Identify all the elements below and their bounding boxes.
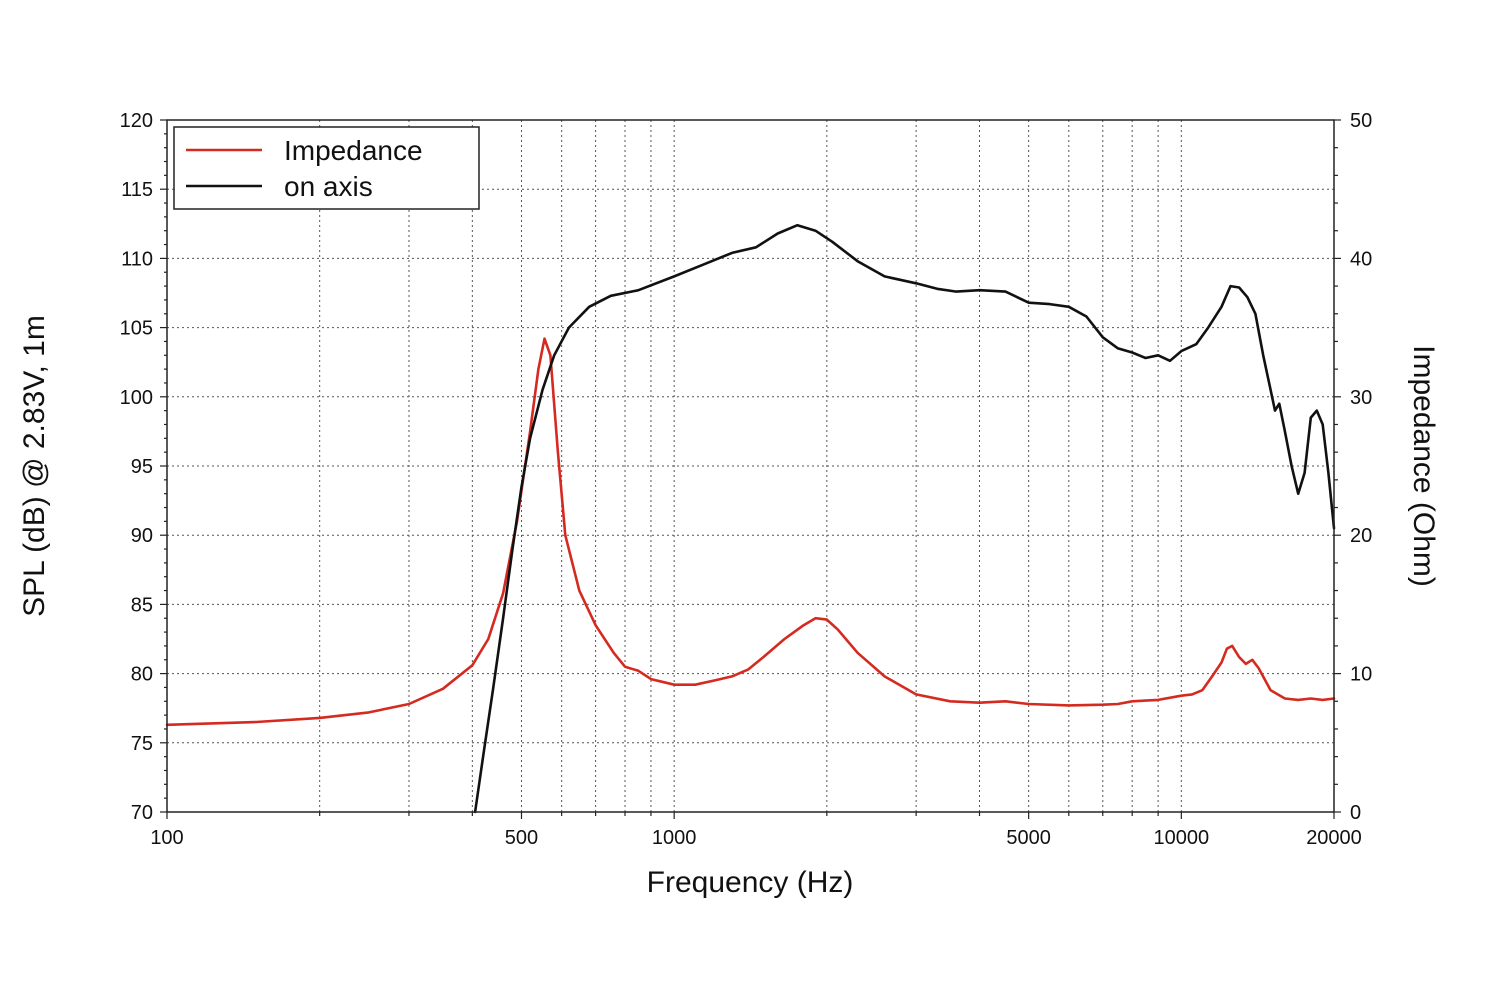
y-axis-left-title: SPL (dB) @ 2.83V, 1m <box>18 315 51 617</box>
y-left-tick-label: 75 <box>131 733 153 755</box>
y-left-tick-label: 95 <box>131 456 153 478</box>
y-right-tick-label: 30 <box>1350 387 1372 409</box>
y-left-tick-label: 90 <box>131 525 153 547</box>
y-left-tick-label: 115 <box>121 179 153 201</box>
y-left-tick-label: 80 <box>131 664 153 686</box>
y-right-tick-label: 20 <box>1350 525 1372 547</box>
x-tick-label: 1000 <box>652 827 697 849</box>
series-layer <box>165 223 1336 814</box>
legend-box <box>173 126 480 210</box>
x-tick-label: 20000 <box>1306 827 1362 849</box>
y-left-tick-label: 120 <box>120 110 153 132</box>
y-left-tick-label: 105 <box>120 318 153 340</box>
y-left-tick-label: 70 <box>131 802 153 824</box>
x-tick-label: 100 <box>150 827 183 849</box>
legend: Impedance on axis <box>173 126 480 210</box>
grid <box>167 120 1334 812</box>
y-right-tick-label: 50 <box>1350 110 1372 132</box>
y-left-tick-label: 100 <box>120 387 153 409</box>
legend-label-impedance: Impedance <box>284 135 423 166</box>
ticks <box>160 119 1341 819</box>
legend-label-on-axis: on axis <box>284 171 373 202</box>
series-line-impedance <box>165 337 1336 727</box>
tick-labels: 100 500 1000 5000 10000 200007075808590951001… <box>120 110 1373 849</box>
x-axis-title: Frequency (Hz) <box>647 866 854 899</box>
series-line-on-axis <box>473 223 1336 814</box>
x-tick-label: 500 <box>505 827 538 849</box>
y-left-tick-label: 85 <box>131 594 153 616</box>
y-right-tick-label: 40 <box>1350 248 1372 270</box>
y-right-tick-label: 0 <box>1350 802 1361 824</box>
y-axis-right-title: Impedance (Ohm) <box>1407 345 1440 587</box>
x-tick-label: 10000 <box>1154 827 1210 849</box>
x-tick-label: 5000 <box>1006 827 1051 849</box>
y-right-tick-label: 10 <box>1350 664 1372 686</box>
y-left-tick-label: 110 <box>121 248 153 270</box>
